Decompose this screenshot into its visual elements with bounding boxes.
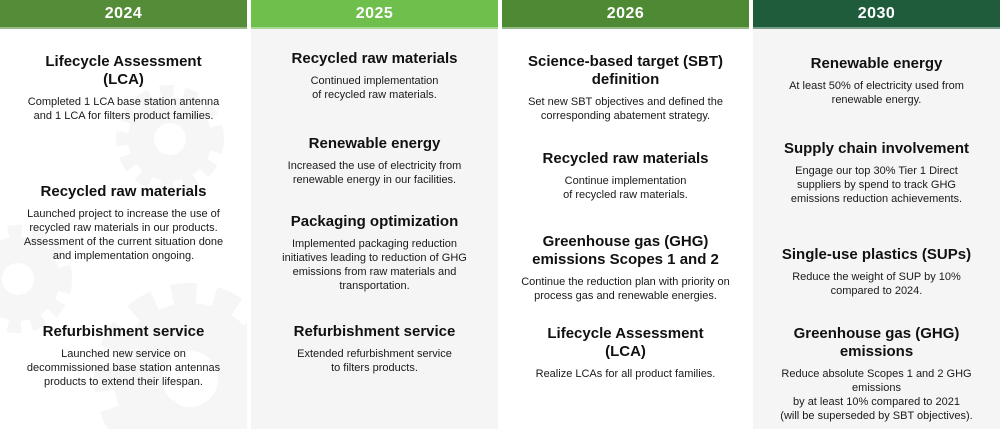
item-title: Recycled raw materials <box>542 150 709 167</box>
item-title: Recycled raw materials <box>291 50 458 67</box>
item-title: Packaging optimization <box>290 213 459 230</box>
roadmap-item: Renewable energy Increased the use of el… <box>251 135 498 187</box>
item-body: Reduce absolute Scopes 1 and 2 GHG emiss… <box>780 368 973 422</box>
roadmap-item: Recycled raw materials Launched project … <box>0 183 247 263</box>
item-body: Engage our top 30% Tier 1 Direct supplie… <box>790 165 963 205</box>
item-title: Lifecycle Assessment (LCA) <box>45 53 202 88</box>
roadmap-item: Science-based target (SBT) definition Se… <box>502 53 749 123</box>
item-title: Greenhouse gas (GHG) emissions Scopes 1 … <box>532 233 719 268</box>
roadmap-item: Greenhouse gas (GHG) emissions Scopes 1 … <box>502 233 749 303</box>
roadmap-item: Renewable energy At least 50% of electri… <box>753 55 1000 107</box>
item-body: Increased the use of electricity from re… <box>287 160 462 186</box>
item-title: Supply chain involvement <box>783 140 970 157</box>
year-header-2025: 2025 <box>251 0 498 29</box>
roadmap-item: Supply chain involvement Engage our top … <box>753 140 1000 206</box>
item-title: Recycled raw materials <box>40 183 207 200</box>
roadmap-item: Refurbishment service Launched new servi… <box>0 323 247 389</box>
year-header-2030: 2030 <box>753 0 1000 29</box>
column-2024: 2024 Lifecycle Assessment ( <box>0 0 247 429</box>
item-title: Single-use plastics (SUPs) <box>781 246 972 263</box>
item-body: Launched project to increase the use of … <box>23 208 224 262</box>
roadmap-item: Refurbishment service Extended refurbish… <box>251 323 498 375</box>
item-title: Science-based target (SBT) definition <box>527 53 724 88</box>
item-body: Set new SBT objectives and defined the c… <box>528 96 723 122</box>
item-body: Continue the reduction plan with priorit… <box>521 276 730 302</box>
roadmap-item: Recycled raw materials Continue implemen… <box>502 150 749 202</box>
item-body: Continued implementation of recycled raw… <box>310 75 439 101</box>
roadmap-item: Recycled raw materials Continued impleme… <box>251 50 498 102</box>
roadmap-item: Packaging optimization Implemented packa… <box>251 213 498 293</box>
item-body: Extended refurbishment service to filter… <box>297 348 452 374</box>
item-body: At least 50% of electricity used from re… <box>789 80 964 106</box>
roadmap-item: Single-use plastics (SUPs) Reduce the we… <box>753 246 1000 298</box>
column-2030: 2030 Renewable energy At least 50% of el… <box>753 0 1000 429</box>
item-body: Continue implementation of recycled raw … <box>563 175 688 201</box>
item-body: Reduce the weight of SUP by 10% compared… <box>792 271 961 297</box>
roadmap-item: Lifecycle Assessment (LCA) Completed 1 L… <box>0 53 247 123</box>
item-body: Launched new service on decommissioned b… <box>26 348 221 388</box>
item-body: Implemented packaging reduction initiati… <box>282 238 467 292</box>
year-header-2024: 2024 <box>0 0 247 29</box>
column-body-2030: Renewable energy At least 50% of electri… <box>753 29 1000 429</box>
item-body: Realize LCAs for all product families. <box>535 368 716 380</box>
column-2026: 2026 Science-based target (SBT) definiti… <box>502 0 749 429</box>
item-title: Refurbishment service <box>42 323 205 340</box>
item-title: Lifecycle Assessment (LCA) <box>547 325 704 360</box>
item-title: Greenhouse gas (GHG) emissions <box>793 325 960 360</box>
item-body: Completed 1 LCA base station antenna and… <box>27 96 220 122</box>
roadmap-item: Greenhouse gas (GHG) emissions Reduce ab… <box>753 325 1000 423</box>
year-header-2026: 2026 <box>502 0 749 29</box>
column-body-2026: Science-based target (SBT) definition Se… <box>502 29 749 429</box>
item-title: Renewable energy <box>810 55 943 72</box>
column-body-2024: Lifecycle Assessment (LCA) Completed 1 L… <box>0 29 247 429</box>
column-body-2025: Recycled raw materials Continued impleme… <box>251 29 498 429</box>
item-title: Refurbishment service <box>293 323 456 340</box>
roadmap-item: Lifecycle Assessment (LCA) Realize LCAs … <box>502 325 749 381</box>
item-title: Renewable energy <box>308 135 441 152</box>
column-2025: 2025 Recycled raw materials Continued im… <box>251 0 498 429</box>
